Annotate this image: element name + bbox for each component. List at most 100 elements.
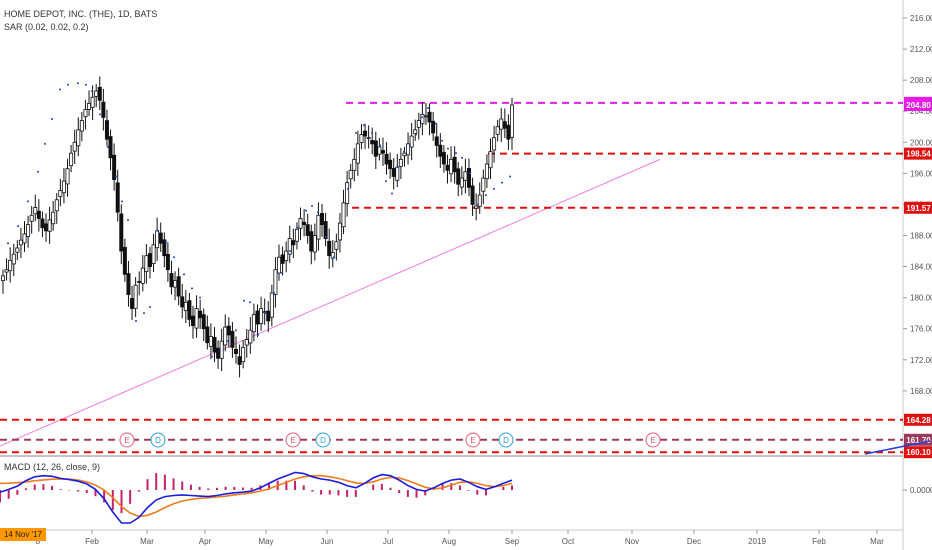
candle-body [355,143,360,164]
sar-legend: SAR (0.02, 0.02, 0.2) [4,22,89,32]
candle-body [126,273,131,295]
candle-body [65,168,70,185]
macd-legend: MACD (12, 26, close, 9) [4,462,101,472]
sar-dot [371,131,373,134]
sar-dot [339,239,341,242]
sar-dot [415,133,417,136]
candle-body [363,130,368,137]
candle-body [366,137,371,140]
candle-body [44,223,49,232]
candle-body [223,326,228,346]
sar-dot [59,88,61,91]
candle-body [431,120,436,134]
price-tick-label: 176.00 [910,325,932,334]
sar-dot [143,312,145,315]
candle-body [190,315,195,327]
candle-body [269,292,274,318]
candle-body [384,153,389,165]
candle-body [391,168,396,177]
candle-body [438,144,443,157]
time-tick-label: Feb [812,537,826,546]
sar-dot [243,299,245,302]
sar-dot [509,175,511,178]
candle-body [499,118,504,130]
dividend-event-marker [150,432,166,448]
sar-dot [219,349,221,352]
sar-dot [289,250,291,253]
candle-body [137,281,142,283]
candle-body [266,310,271,322]
sar-dot [403,150,405,153]
sar-dot [501,181,503,184]
candle-body [323,221,328,240]
candle-body [373,140,378,157]
candle-body [104,120,109,140]
candle-body [312,235,317,253]
time-tick-label: May [258,537,273,546]
sar-dot [447,147,449,150]
level-price-tag [904,413,932,426]
sar-dot [173,256,175,259]
sar-dot [149,305,151,308]
event-marker-label: D [155,436,161,445]
sar-dot [257,333,259,336]
candle-body [348,169,353,180]
candle-body [280,254,285,264]
earnings-event-marker [119,432,135,448]
time-tick-label: Dec [687,537,701,546]
level-price-tag [904,433,932,446]
sar-dot [191,287,193,290]
candle-body [416,120,421,128]
sar-dot [385,180,387,183]
sar-dot [7,242,9,245]
price-tick-label: 200.00 [910,138,932,147]
candle-body [370,140,375,145]
candle-body [398,158,403,167]
sar-dot [157,229,159,232]
sar-dot [397,166,399,169]
candle-body [72,141,77,152]
sar-dot [441,139,443,142]
candle-body [36,210,41,219]
earnings-event-marker [285,432,301,448]
candle-body [445,164,450,171]
price-tick-label: 216.00 [910,14,932,23]
sar-dot [27,200,29,203]
level-price-tag [904,201,932,214]
candle-body [112,154,117,180]
last-price-tag [904,99,932,111]
candle-body [155,230,160,249]
sar-dot [265,312,267,315]
sar-dot [127,218,129,221]
candle-body [495,126,500,135]
candle-body [226,325,231,336]
candle-body [259,308,264,324]
sar-dot [77,82,79,85]
sar-dot [165,240,167,243]
level-price-label: 161.70 [906,436,931,445]
sar-dot [421,116,423,119]
sar-dot [67,83,69,86]
price-tick-label: 188.00 [910,232,932,241]
candle-body [406,143,411,156]
sar-dot [311,204,313,207]
price-tick-label: 196.00 [910,169,932,178]
candle-body [466,167,471,188]
event-marker-label: E [650,436,655,445]
candle-body [359,134,364,143]
price-tick-label: 172.00 [910,356,932,365]
candle-body [144,255,149,273]
time-tick-label: Mar [870,537,884,546]
sar-dot [44,142,46,145]
candle-body [452,156,457,173]
sar-dot [281,271,283,274]
level-price-label: 164.28 [906,416,931,425]
candle-body [251,314,256,333]
candle-body [380,150,385,154]
candle-body [151,244,156,265]
candle-body [434,136,439,146]
sar-dot [135,319,137,322]
candle-body [0,275,6,281]
candle-body [69,152,74,167]
